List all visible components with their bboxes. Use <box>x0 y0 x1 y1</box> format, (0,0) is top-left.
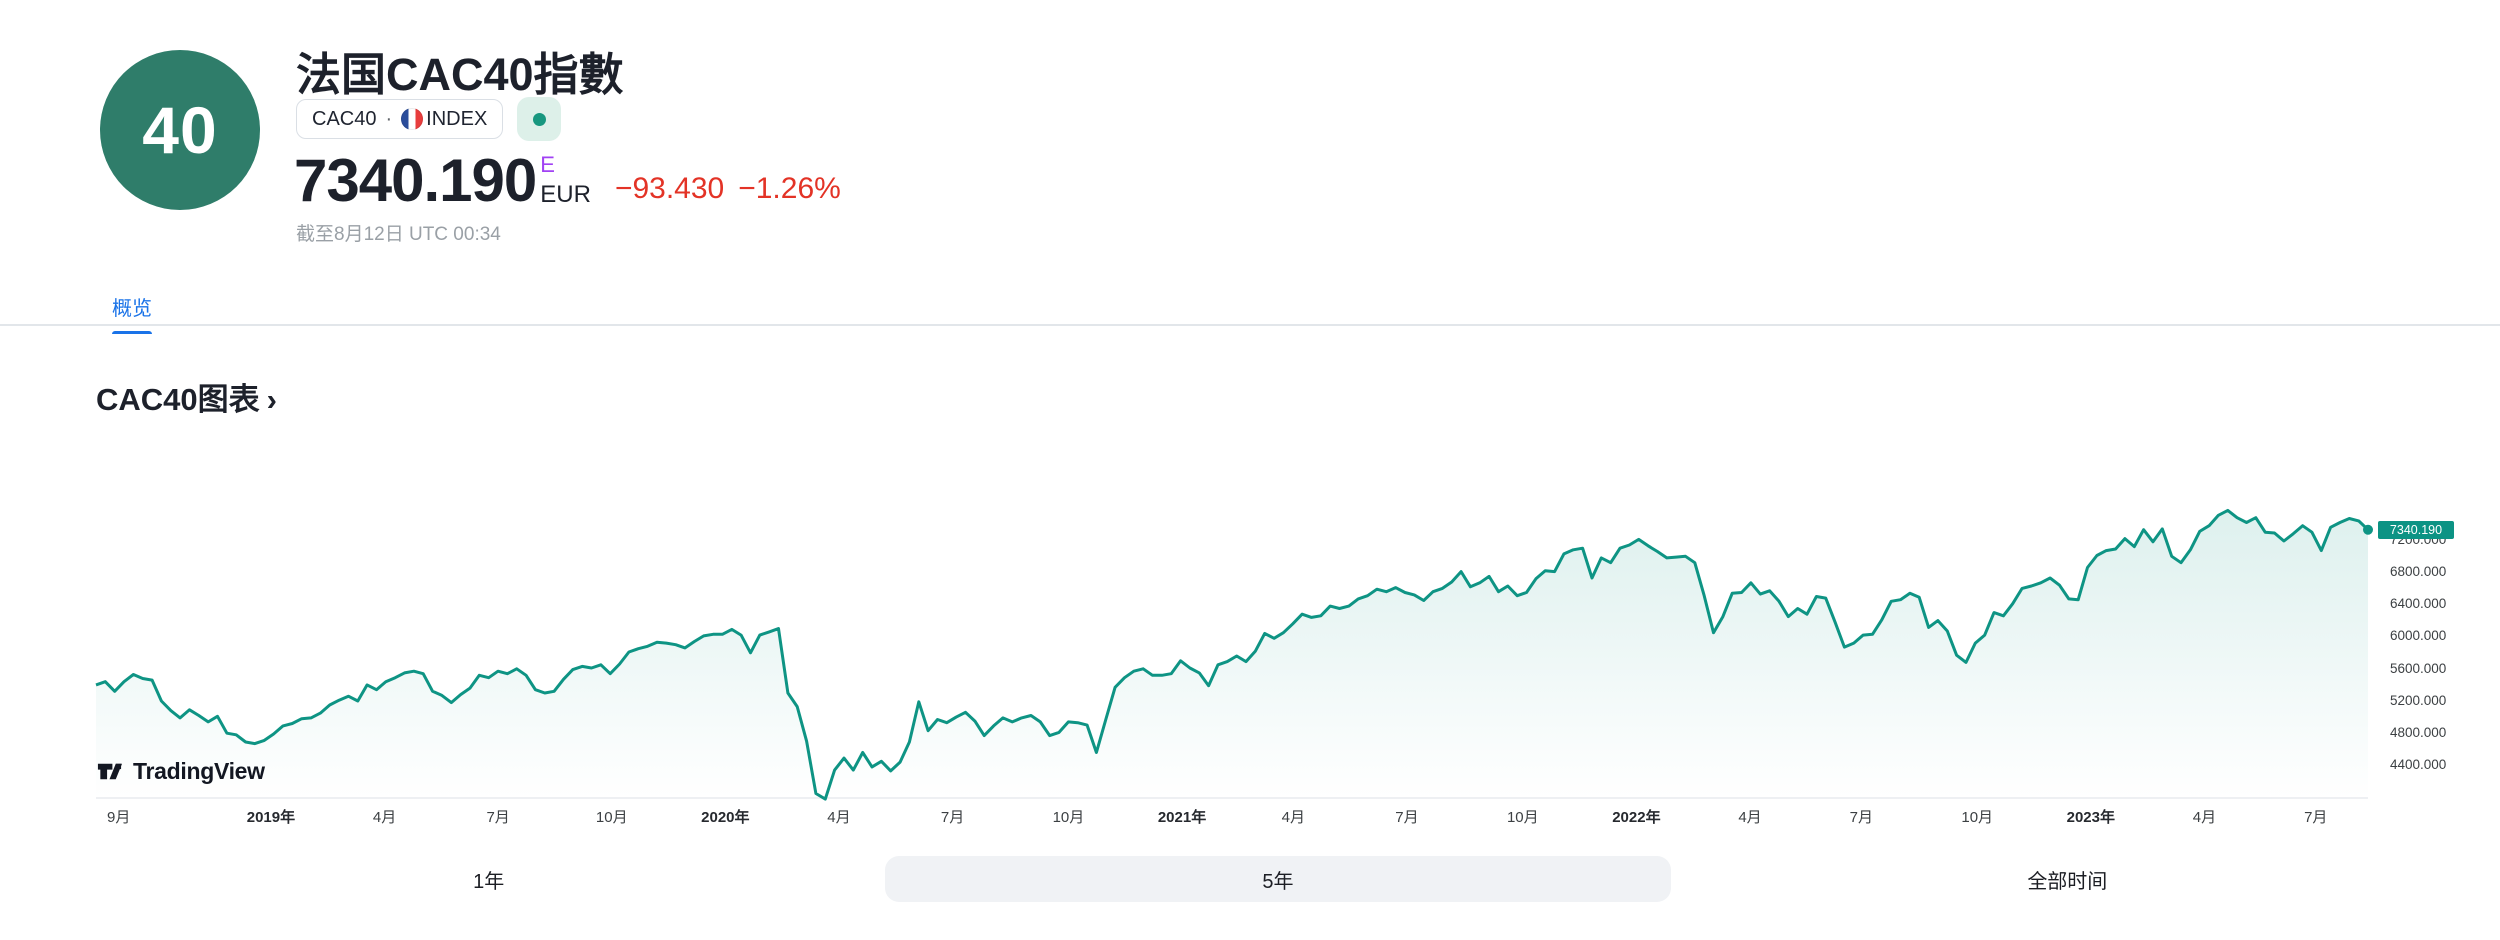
price-superscript: E <box>540 152 555 177</box>
price-change: −93.430 −1.26% <box>615 171 841 207</box>
ticker-exchange: INDEX <box>426 107 488 130</box>
x-axis-tick-label: 7月 <box>1849 809 1874 826</box>
tab-overview-label: 概览 <box>112 298 152 320</box>
x-axis-tick-label: 4月 <box>2192 809 2217 826</box>
chart-section-title: CAC40图表 <box>96 382 260 417</box>
x-axis-tick-label: 4月 <box>827 809 851 826</box>
market-status-chip <box>517 97 562 141</box>
y-axis-tick-label: 4800.000 <box>2390 724 2447 740</box>
x-axis-tick-label: 10月 <box>1052 809 1085 826</box>
chart-section-link[interactable]: CAC40图表 › <box>96 374 277 419</box>
x-axis-tick-label: 4月 <box>1738 809 1762 826</box>
ticker-row: CAC40 · INDEX <box>296 97 562 141</box>
france-flag-icon <box>401 108 424 130</box>
x-axis-tick-label: 2022年 <box>1612 809 1661 826</box>
ticker-separator: · <box>385 107 393 130</box>
x-axis-tick-label: 2023年 <box>2066 809 2115 826</box>
x-axis-tick-label: 10月 <box>1506 809 1539 826</box>
market-status-dot-icon <box>532 112 546 126</box>
tradingview-attribution-label: TradingView <box>133 758 265 784</box>
last-price-dot <box>2363 524 2373 535</box>
range-button-5y-label: 5年 <box>1262 870 1294 893</box>
range-button-5y[interactable]: 5年 <box>885 856 1671 902</box>
range-button-all[interactable]: 全部时间 <box>1675 856 2460 902</box>
ticker-badge: CAC40 · INDEX <box>296 99 504 139</box>
x-axis-tick-label: 10月 <box>1961 809 1994 826</box>
y-axis-tick-label: 6400.000 <box>2390 596 2447 612</box>
tradingview-attribution[interactable]: TradingView <box>96 758 265 785</box>
price-row: 7340.190 E EUR −93.430 −1.26% <box>294 147 841 214</box>
chevron-right-icon: › <box>266 382 277 417</box>
page-title: 法国CAC40指數 <box>296 49 624 100</box>
x-axis-tick-label: 2020年 <box>701 809 750 826</box>
as-of-timestamp: 截至8月12日 UTC 00:34 <box>296 224 501 245</box>
range-button-1y[interactable]: 1年 <box>96 856 881 902</box>
x-axis-tick-label: 7月 <box>486 809 510 826</box>
ticker-symbol: CAC40 <box>312 107 377 130</box>
change-amount: −93.430 <box>614 172 725 205</box>
price-value: 7340.190 <box>294 147 537 214</box>
tab-overview[interactable]: 概览 <box>112 292 152 334</box>
x-axis-tick-label: 2019年 <box>246 809 296 826</box>
x-axis-tick-label: 10月 <box>595 809 628 826</box>
y-axis-tick-label: 5200.000 <box>2390 692 2447 708</box>
x-axis-tick-label: 9月 <box>107 809 131 826</box>
tab-active-underline <box>112 331 152 334</box>
price-currency: EUR <box>540 181 591 208</box>
x-axis-tick-label: 7月 <box>1395 809 1419 826</box>
avatar-label: 40 <box>142 93 218 167</box>
tabbar-divider <box>0 324 2500 326</box>
y-axis-tick-label: 4400.000 <box>2390 757 2447 773</box>
x-axis-tick-label: 4月 <box>1281 809 1306 826</box>
x-axis-tick-label: 7月 <box>2304 809 2328 826</box>
range-button-all-label: 全部时间 <box>2027 870 2108 893</box>
price-line <box>95 508 2370 801</box>
y-axis-tick-label: 5600.000 <box>2390 660 2447 676</box>
y-axis-tick-label: 6000.000 <box>2390 628 2447 644</box>
tradingview-logo-icon <box>97 763 123 780</box>
range-button-1y-label: 1年 <box>473 870 505 893</box>
y-axis-tick-label: 6800.000 <box>2390 564 2447 580</box>
range-selector: 1年 5年 全部时间 <box>96 856 2460 902</box>
x-axis-tick-label: 7月 <box>940 809 965 826</box>
x-axis-tick-label: 4月 <box>372 809 397 826</box>
last-price-badge: 7340.190 <box>2378 520 2454 539</box>
change-percent: −1.26% <box>738 172 841 205</box>
price-area-fill <box>96 510 2368 800</box>
avatar: 40 <box>100 50 260 210</box>
x-axis-tick-label: 2021年 <box>1157 809 1207 826</box>
